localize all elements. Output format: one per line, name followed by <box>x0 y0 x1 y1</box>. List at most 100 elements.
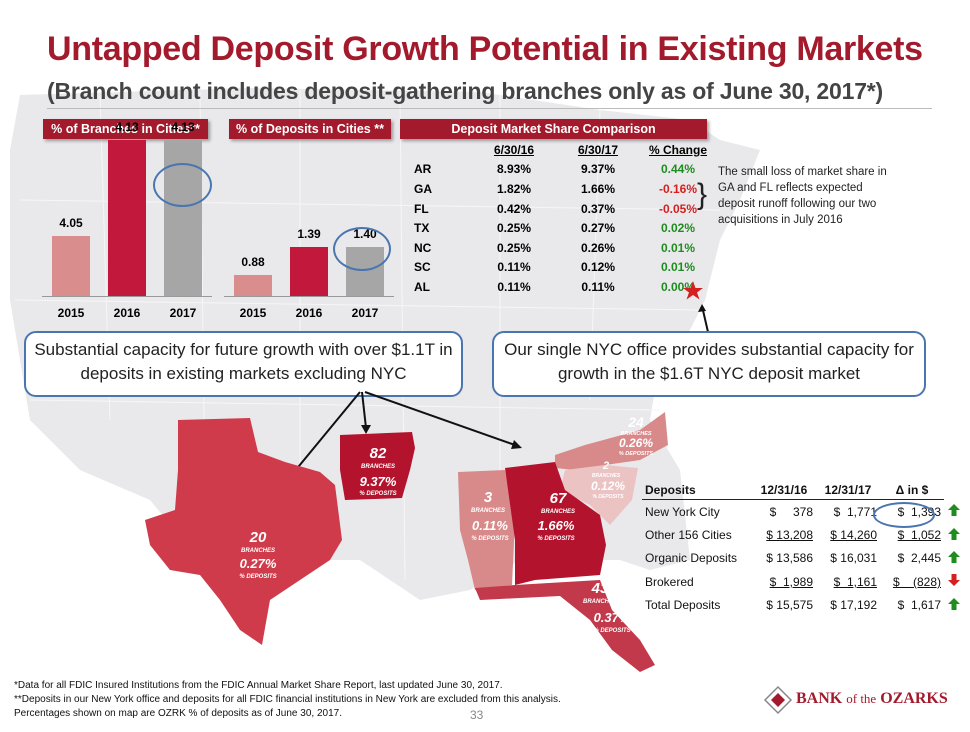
state-code: AL <box>414 279 430 294</box>
state-code: SC <box>414 260 431 275</box>
callout-nyc: Our single NYC office provides substanti… <box>492 331 926 397</box>
state-georgia <box>505 462 606 585</box>
brace-gafl: } <box>697 178 708 211</box>
logo-diamond-icon <box>763 685 793 715</box>
svg-text:3: 3 <box>484 489 493 506</box>
svg-text:% DEPOSITS: % DEPOSITS <box>359 491 396 497</box>
up-arrow-icon <box>948 527 960 540</box>
svg-text:BRANCHES: BRANCHES <box>361 464 395 470</box>
svg-text:% DEPOSITS: % DEPOSITS <box>592 494 624 500</box>
svg-text:0.26%: 0.26% <box>619 436 653 450</box>
market-share-row-nc: NC 0.25% 0.26% 0.01% <box>414 238 716 258</box>
branches-axis <box>42 296 212 297</box>
deposits-row: Total Deposits $ 15,575 $ 17,192 $ 1,617 <box>642 594 966 617</box>
deposit-name: Organic Deposits <box>645 551 738 566</box>
deposits-row: Other 156 Cities $ 13,208 $ 14,260 $ 1,052 <box>642 523 966 546</box>
branches-value-2016: 4.13 <box>115 120 139 134</box>
state-code: TX <box>414 221 430 236</box>
market-share-header-row: 6/30/16 6/30/17 % Change <box>414 140 716 160</box>
page-subtitle: (Branch count includes deposit-gathering… <box>47 78 883 104</box>
up-arrow-icon <box>948 550 960 563</box>
deposit-name: Total Deposits <box>645 598 721 613</box>
callout-existing-markets: Substantial capacity for future growth w… <box>24 331 463 397</box>
state-code: FL <box>414 201 429 216</box>
market-share-table: 6/30/16 6/30/17 % Change AR 8.93% 9.37% 0.4… <box>414 140 716 297</box>
market-share-row-fl: FL 0.42% 0.37% -0.05% <box>414 199 716 219</box>
logo-wordmark: BANK of the OZARKS <box>796 690 948 708</box>
deposit-2017: $ 16,031 <box>830 551 877 566</box>
svg-text:2: 2 <box>602 460 609 472</box>
col-pct-change: % Change <box>648 142 707 157</box>
label-north-carolina: 24 BRANCHES 0.26% % DEPOSITS <box>619 414 654 457</box>
state-code: AR <box>414 162 432 177</box>
branches-value-2017: 4.13 <box>171 120 195 134</box>
footnote-1: *Data for all FDIC Insured Institutions … <box>14 680 503 691</box>
svg-text:BRANCHES: BRANCHES <box>471 508 505 514</box>
deposit-2017: $ 1,771 <box>833 504 877 519</box>
share-2016: 8.93% <box>496 162 532 177</box>
svg-text:0.11%: 0.11% <box>472 518 508 533</box>
deposits-value-2016: 1.39 <box>297 227 321 242</box>
deposits-col-2017: 12/31/17 <box>816 481 880 500</box>
share-change: 0.44% <box>660 162 696 177</box>
pct-branches-header: % of Branches in Cities** <box>43 119 208 139</box>
logo-bank: BANK <box>796 690 843 707</box>
market-share-row-al: AL 0.11% 0.11% 0.00% <box>414 277 716 297</box>
branches-year-2015: 2015 <box>57 306 85 320</box>
market-share-header: Deposit Market Share Comparison <box>400 119 707 139</box>
share-2017: 0.12% <box>580 260 616 275</box>
market-share-note: The small loss of market share in GA and… <box>718 166 887 226</box>
share-change: 0.02% <box>660 221 696 236</box>
label-florida: 43 BRANCHES 0.37% % DEPOSITS <box>583 580 631 634</box>
svg-text:BRANCHES: BRANCHES <box>620 431 652 437</box>
share-2017: 0.27% <box>580 221 616 236</box>
deposit-name: New York City <box>645 504 720 519</box>
label-alabama: 3 BRANCHES 0.11% % DEPOSITS <box>471 489 509 542</box>
deposit-delta: $ 1,617 <box>897 598 941 613</box>
highlight-circle-deposits-2017 <box>333 227 391 271</box>
branches-year-2016: 2016 <box>113 306 141 320</box>
deposits-year-2015: 2015 <box>239 306 267 320</box>
nyc-star-icon <box>683 281 703 300</box>
page-number: 33 <box>470 708 484 722</box>
state-texas <box>145 418 342 645</box>
deposit-name: Brokered <box>645 574 694 589</box>
branches-bar-2016 <box>108 140 146 296</box>
deposits-col-name: Deposits <box>642 481 752 500</box>
branches-value-2015: 4.05 <box>59 216 83 230</box>
share-2017: 9.37% <box>580 162 616 177</box>
deposits-year-2017: 2017 <box>351 306 379 320</box>
branches-bar-2015 <box>52 236 90 296</box>
svg-text:82: 82 <box>370 445 387 462</box>
svg-text:9.37%: 9.37% <box>360 474 397 489</box>
svg-text:0.12%: 0.12% <box>591 479 625 493</box>
deposits-col-2016: 12/31/16 <box>752 481 816 500</box>
deposit-2016: $ 378 <box>769 504 813 519</box>
share-2016: 0.11% <box>497 260 531 275</box>
svg-text:67: 67 <box>550 490 567 507</box>
svg-text:% DEPOSITS: % DEPOSITS <box>593 628 630 634</box>
down-arrow-icon <box>948 574 960 587</box>
deposits-table: Deposits 12/31/16 12/31/17 Δ in $ New Yo… <box>642 481 966 617</box>
deposit-delta: $ (828) <box>892 574 941 589</box>
highlight-circle-branches-2017 <box>153 163 212 207</box>
state-north-carolina <box>555 412 668 470</box>
svg-text:0.37%: 0.37% <box>594 610 631 625</box>
bank-logo <box>763 685 793 715</box>
state-arkansas <box>340 432 415 500</box>
pct-deposits-header: % of Deposits in Cities ** <box>229 119 391 139</box>
state-florida <box>475 580 655 672</box>
title-divider <box>47 108 932 109</box>
share-2017: 1.66% <box>580 181 616 196</box>
highlight-circle-nyc-delta <box>873 502 935 528</box>
state-south-carolina <box>560 465 638 525</box>
market-share-row-ga: GA 1.82% 1.66% -0.16% <box>414 179 716 199</box>
share-change: -0.05% <box>658 201 698 216</box>
deposits-row: Organic Deposits $ 13,586 $ 16,031 $ 2,445 <box>642 547 966 570</box>
deposit-delta: $ 1,052 <box>897 528 941 543</box>
share-2016: 0.42% <box>496 201 532 216</box>
deposits-bar-2015 <box>234 275 272 296</box>
share-2016: 0.11% <box>497 279 531 294</box>
up-arrow-icon <box>948 597 960 610</box>
share-2016: 0.25% <box>496 221 532 236</box>
